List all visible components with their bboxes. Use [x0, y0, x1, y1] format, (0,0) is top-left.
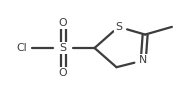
Text: Cl: Cl	[17, 43, 27, 53]
Text: S: S	[115, 22, 122, 32]
Text: O: O	[59, 68, 67, 78]
Text: S: S	[60, 43, 66, 53]
Text: O: O	[59, 18, 67, 28]
Text: N: N	[139, 55, 147, 65]
